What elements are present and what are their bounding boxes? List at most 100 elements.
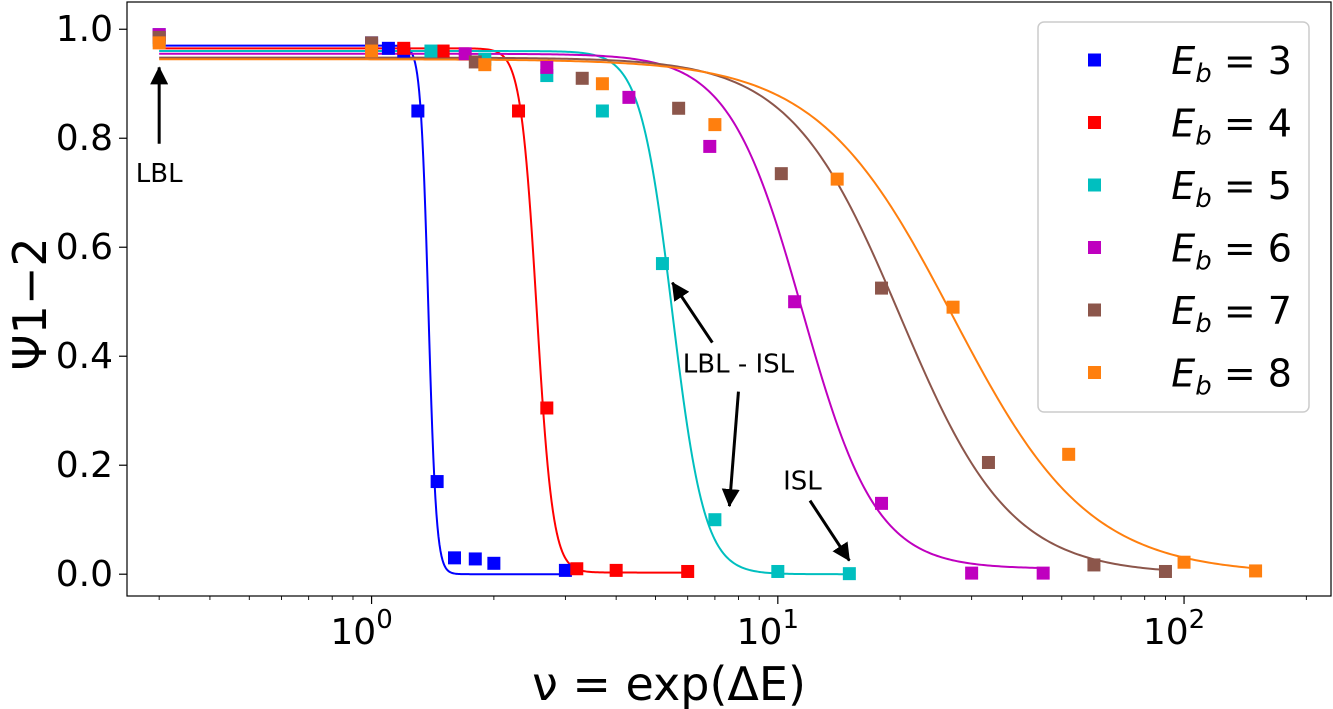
data-point	[946, 300, 960, 314]
data-point	[842, 567, 856, 581]
y-tick-label: 0.6	[56, 227, 113, 268]
data-point	[381, 41, 395, 55]
data-point	[512, 104, 526, 118]
legend-value: = 8	[1212, 352, 1292, 396]
legend-entry-label: Eb = 5	[1171, 164, 1292, 214]
data-point	[708, 118, 722, 132]
data-point	[575, 71, 589, 85]
legend-marker	[1088, 366, 1101, 379]
legend-marker	[1088, 303, 1101, 317]
legend-marker	[1088, 53, 1101, 67]
data-point	[875, 496, 889, 510]
data-point	[622, 90, 636, 104]
data-point	[788, 295, 802, 309]
data-point	[830, 172, 844, 186]
legend-var: E	[1171, 227, 1195, 271]
legend-sub: b	[1195, 372, 1212, 402]
y-axis-label: Ψ1−2	[3, 237, 57, 370]
data-point	[540, 60, 554, 74]
data-point	[681, 564, 695, 578]
x-tick-exponent: 2	[1189, 605, 1206, 635]
data-point	[1177, 555, 1191, 569]
data-point	[1087, 558, 1101, 572]
data-point	[152, 36, 166, 50]
legend-var: E	[1171, 352, 1195, 396]
data-point	[458, 47, 472, 61]
x-axis-ticks: 100 101 102	[158, 596, 1307, 653]
fit-curve	[159, 44, 566, 576]
x-tick-base: 10	[1143, 612, 1189, 653]
data-point	[397, 41, 411, 55]
data-point	[1036, 566, 1050, 580]
data-point	[558, 563, 572, 577]
legend-value: = 5	[1212, 164, 1292, 208]
y-axis-ticks: 0.0 0.2 0.4 0.6 0.8 1.0	[56, 9, 127, 595]
y-tick-label: 0.2	[56, 445, 113, 486]
y-tick-label: 0.4	[56, 336, 113, 377]
x-axis-label: ν = exp(ΔE)	[532, 657, 806, 709]
plot-frame	[126, 1, 1332, 597]
legend-box	[1037, 21, 1310, 413]
data-point	[430, 475, 444, 489]
legend-value: = 6	[1212, 227, 1292, 271]
fit-curve	[159, 50, 850, 576]
annotation-arrow	[721, 391, 740, 508]
legend-marker	[1088, 116, 1101, 129]
fit-curve	[159, 56, 1166, 572]
fit-curve	[159, 47, 688, 574]
data-point	[981, 455, 995, 469]
legend-value: = 3	[1212, 39, 1292, 83]
legend-sub: b	[1195, 59, 1212, 89]
data-point	[595, 77, 609, 91]
data-point	[595, 104, 609, 118]
legend-sub: b	[1195, 122, 1212, 152]
data-point	[771, 564, 785, 578]
data-point	[875, 281, 889, 295]
legend-var: E	[1171, 102, 1195, 146]
data-point	[655, 257, 669, 271]
data-point	[672, 101, 686, 115]
data-point	[478, 58, 492, 72]
legend-marker	[1088, 178, 1101, 192]
legend-entry-label: Eb = 7	[1171, 289, 1292, 339]
x-tick-base: 10	[330, 612, 376, 653]
data-point	[570, 562, 584, 576]
annotations: LBL LBL - ISL ISL	[136, 66, 851, 562]
data-point	[965, 566, 979, 580]
x-tick-label: 100	[330, 605, 392, 653]
data-point	[411, 104, 425, 118]
annotation-arrow	[671, 281, 714, 344]
annotation-label: LBL - ISL	[683, 350, 795, 380]
legend-sub: b	[1195, 184, 1212, 214]
data-point	[774, 167, 788, 181]
data-markers	[152, 28, 1263, 581]
legend-sub: b	[1195, 309, 1212, 339]
annotation-label: ISL	[783, 467, 822, 497]
x-tick-exponent: 0	[376, 605, 393, 635]
fit-curve	[159, 58, 1256, 570]
data-point	[468, 552, 482, 566]
data-point	[1249, 564, 1263, 578]
x-tick-label: 101	[737, 605, 799, 653]
legend-value: = 4	[1212, 102, 1292, 146]
legend-marker	[1088, 241, 1101, 254]
fit-curve	[159, 52, 1044, 570]
data-point	[448, 551, 462, 565]
y-tick-label: 0.8	[56, 118, 113, 159]
legend-var: E	[1171, 164, 1195, 208]
annotation-label: LBL	[136, 159, 183, 189]
y-tick-label: 1.0	[56, 9, 113, 50]
legend: Eb = 3Eb = 4Eb = 5Eb = 6Eb = 7Eb = 8	[1037, 21, 1310, 413]
data-point	[703, 139, 717, 153]
x-tick-base: 10	[737, 612, 783, 653]
data-point	[487, 556, 501, 570]
x-tick-exponent: 1	[782, 605, 799, 635]
data-point	[708, 513, 722, 527]
data-point	[436, 44, 450, 58]
legend-var: E	[1171, 289, 1195, 333]
x-tick-label: 102	[1143, 605, 1205, 653]
legend-sub: b	[1195, 247, 1212, 277]
data-point	[1158, 564, 1172, 578]
legend-entry-label: Eb = 3	[1171, 39, 1292, 89]
